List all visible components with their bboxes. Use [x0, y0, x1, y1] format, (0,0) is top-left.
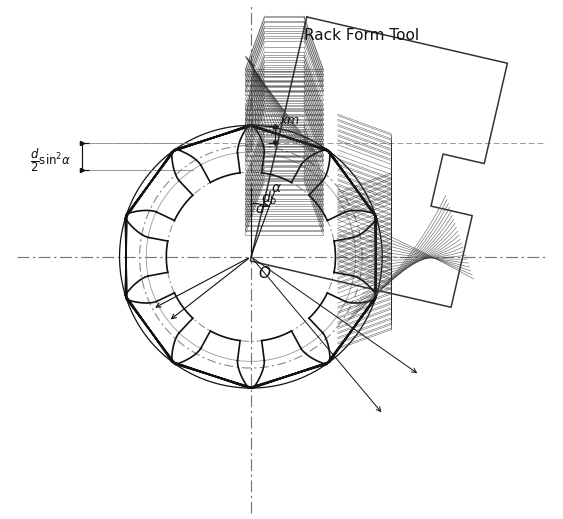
Text: $xm$: $xm$ — [279, 114, 300, 127]
Text: $\alpha$: $\alpha$ — [271, 181, 282, 195]
Text: $d_{\rm b}$: $d_{\rm b}$ — [261, 189, 278, 207]
Text: $O$: $O$ — [257, 265, 271, 281]
Text: Rack Form Tool: Rack Form Tool — [305, 28, 419, 43]
Text: $d$: $d$ — [256, 201, 266, 216]
Text: $\dfrac{d}{2}\sin^2\!\alpha$: $\dfrac{d}{2}\sin^2\!\alpha$ — [30, 147, 72, 173]
